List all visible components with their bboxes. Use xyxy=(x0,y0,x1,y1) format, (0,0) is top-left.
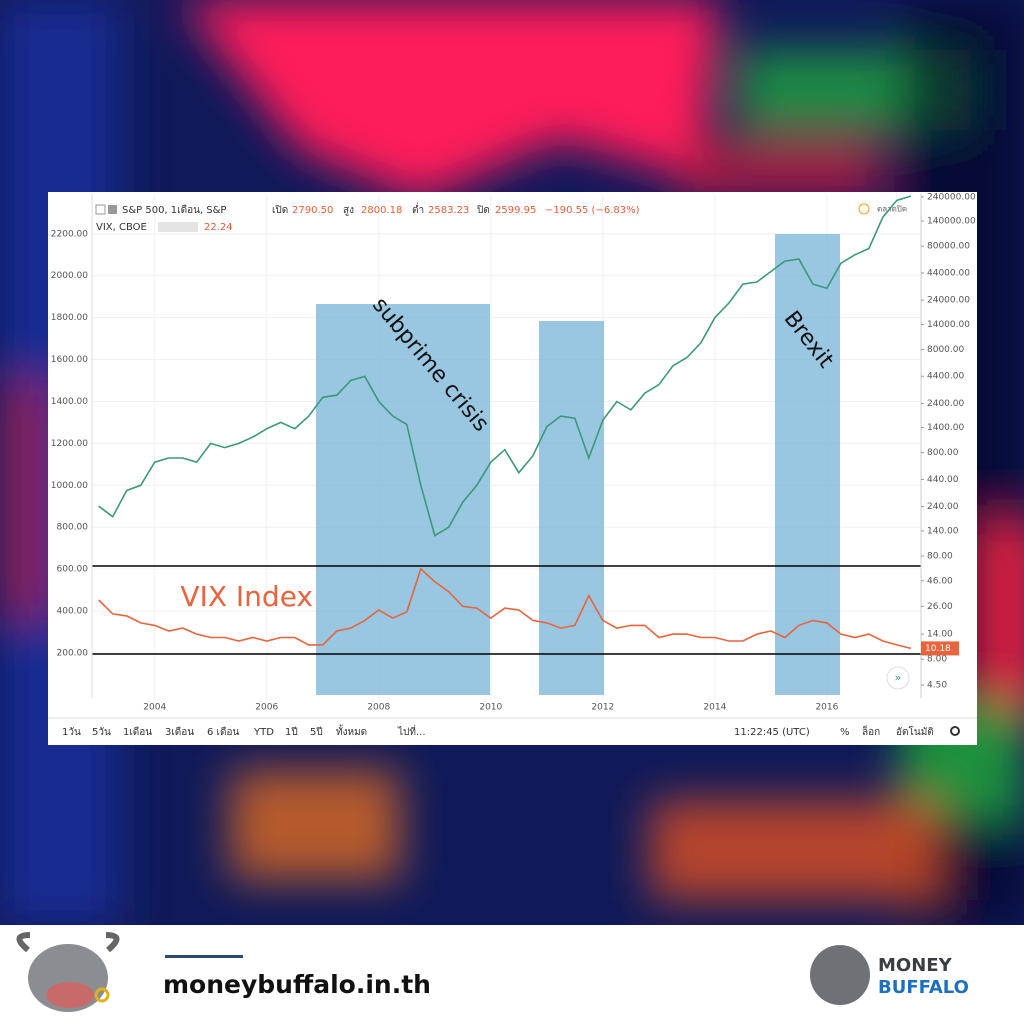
plot-marks xyxy=(98,195,912,650)
open-label: เปิด xyxy=(272,205,288,216)
brand-logo xyxy=(810,945,870,1005)
scroll-icon: » xyxy=(895,671,902,684)
vix-value: 22.24 xyxy=(204,222,233,233)
series-line xyxy=(98,567,912,650)
range-button[interactable]: 6 เดือน xyxy=(207,726,239,738)
range-button[interactable]: ทั้งหมด xyxy=(336,724,367,738)
footer-rule xyxy=(165,955,243,958)
y2-tick-label: 240.00 xyxy=(927,502,959,512)
range-button[interactable]: 1วัน xyxy=(62,727,81,738)
close-label: ปิด xyxy=(476,205,489,216)
y2-tick-label: 8.00 xyxy=(927,655,947,665)
last-value-tag xyxy=(921,641,959,656)
header: S&P 500, 1เดือน, S&P เปิด 2790.50 สูง 28… xyxy=(95,202,907,233)
y2-tick-label: 240000.00 xyxy=(927,192,976,202)
y2-tick-label: 14000.00 xyxy=(927,320,970,330)
y-tick-label: 2200.00 xyxy=(51,229,88,239)
y2-tick-label: 26.00 xyxy=(927,602,953,612)
vix-symbol: VIX, CBOE xyxy=(96,222,147,233)
y2-tick-label: 4.50 xyxy=(927,681,947,691)
open-value: 2790.50 xyxy=(292,205,333,216)
y2-tick-label: 44000.00 xyxy=(927,268,970,278)
range-button[interactable]: 5วัน xyxy=(92,727,111,738)
x-tick-label: 2012 xyxy=(591,703,614,713)
highlight-box xyxy=(316,304,490,695)
highlight-box xyxy=(775,234,840,695)
x-tick-label: 2008 xyxy=(367,703,390,713)
y2-tick-label: 24000.00 xyxy=(927,296,970,306)
brand-bottom: BUFFALO xyxy=(878,977,969,998)
range-button[interactable]: 5ปี xyxy=(310,726,323,738)
y2-tick-label: 4400.00 xyxy=(927,372,964,382)
x-tick-label: 2016 xyxy=(815,703,838,713)
y-tick-label: 800.00 xyxy=(57,523,89,533)
y-tick-label: 200.00 xyxy=(57,648,89,658)
footer: moneybuffalo.in.th MONEY BUFFALO xyxy=(0,925,1024,1024)
x-tick-label: 2004 xyxy=(143,703,166,713)
highlights xyxy=(316,234,840,695)
y-tick-label: 1400.00 xyxy=(51,397,88,407)
log-toggle[interactable]: ล็อก xyxy=(862,724,880,738)
high-label: สูง xyxy=(343,205,354,216)
y-tick-label: 1200.00 xyxy=(51,439,88,449)
clock: 11:22:45 (UTC) xyxy=(734,727,810,738)
percent-toggle[interactable]: % xyxy=(840,727,850,738)
icon xyxy=(95,204,106,215)
highlight-box xyxy=(539,321,604,695)
y2-tick-label: 80.00 xyxy=(927,551,953,561)
y-tick-label: 2000.00 xyxy=(51,271,88,281)
icon xyxy=(108,205,117,214)
site-name: moneybuffalo.in.th xyxy=(163,970,431,999)
brand-top: MONEY xyxy=(878,955,953,976)
low-label: ต่ำ xyxy=(412,202,424,216)
mascot-horns xyxy=(16,932,120,953)
last-value-label: 10.18 xyxy=(925,644,951,654)
goto-button[interactable]: ไปที่... xyxy=(397,724,426,738)
x-tick-label: 2010 xyxy=(479,703,502,713)
auto-toggle[interactable]: อัตโนมัติ xyxy=(896,725,934,738)
toolbar: ไปที่... 11:22:45 (UTC) % ล็อก อัตโนมัติ… xyxy=(62,724,960,738)
range-button[interactable]: 1เดือน xyxy=(123,726,152,738)
y-tick-label: 600.00 xyxy=(57,565,89,575)
footer-bg xyxy=(0,925,1024,1024)
y2-tick-label: 2400.00 xyxy=(927,399,964,409)
y2-tick-label: 14.00 xyxy=(927,630,953,640)
y-tick-label: 1800.00 xyxy=(51,313,88,323)
close-value: 2599.95 xyxy=(495,205,536,216)
x-tick-label: 2014 xyxy=(703,703,726,713)
settings-icon[interactable] xyxy=(950,726,960,736)
icon xyxy=(858,203,870,215)
annotation: VIX Index xyxy=(180,580,313,613)
y-tick-label: 1000.00 xyxy=(51,481,88,491)
range-button[interactable]: YTD xyxy=(253,727,274,738)
mascot-mouth xyxy=(46,982,94,1008)
axes: 200.00 400.00 600.00 800.00 1000.00 1200.00 14… xyxy=(51,192,976,712)
icon xyxy=(158,222,198,232)
market-note: ตลาดปิด xyxy=(877,205,907,214)
y2-tick-label: 8000.00 xyxy=(927,345,964,355)
series-line xyxy=(98,195,912,537)
high-value: 2800.18 xyxy=(361,205,402,216)
change: −190.55 (−6.83%) xyxy=(545,205,640,216)
y-tick-label: 1600.00 xyxy=(51,355,88,365)
mascot-ring xyxy=(94,987,110,1003)
y2-tick-label: 140.00 xyxy=(927,526,959,536)
y2-tick-label: 80000.00 xyxy=(927,242,970,252)
low-value: 2583.23 xyxy=(428,205,469,216)
range-button[interactable]: 1ปี xyxy=(285,726,298,738)
y2-tick-label: 140000.00 xyxy=(927,217,976,227)
y2-tick-label: 1400.00 xyxy=(927,423,964,433)
y2-tick-label: 800.00 xyxy=(927,448,959,458)
y-tick-label: 400.00 xyxy=(57,607,89,617)
symbol: S&P 500, 1เดือน, S&P xyxy=(122,204,226,216)
x-tick-label: 2006 xyxy=(255,703,278,713)
y2-tick-label: 46.00 xyxy=(927,576,953,586)
range-button[interactable]: 3เดือน xyxy=(165,726,194,738)
scroll-button[interactable] xyxy=(886,666,910,690)
y2-tick-label: 440.00 xyxy=(927,475,959,485)
